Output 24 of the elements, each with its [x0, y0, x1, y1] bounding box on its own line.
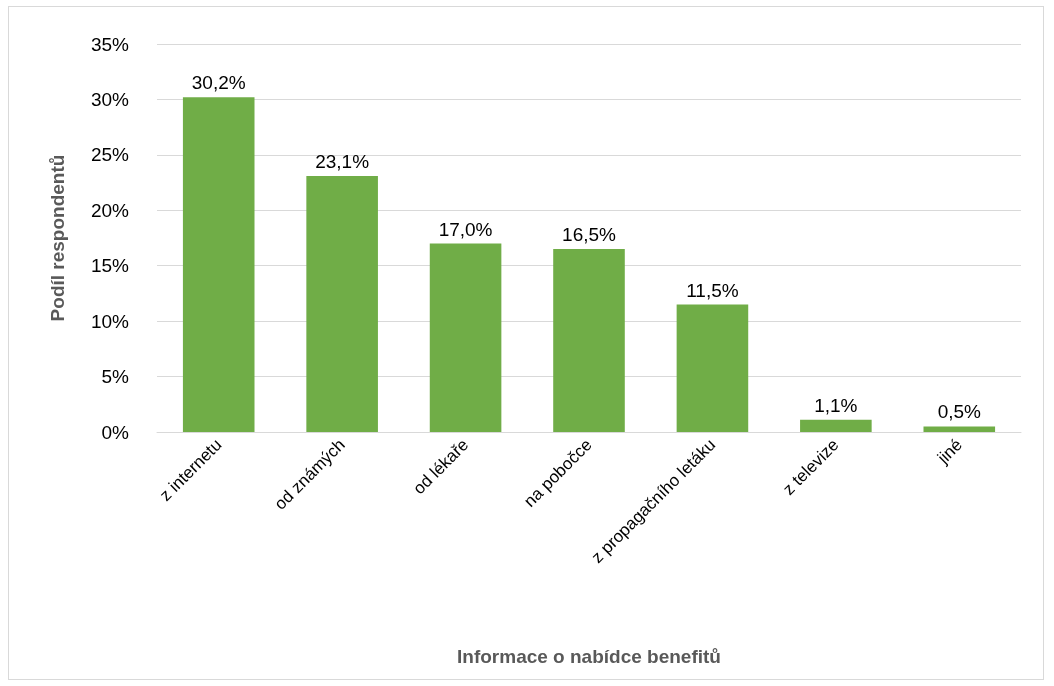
bar [306, 175, 378, 432]
y-tick-label: 25% [90, 144, 130, 166]
y-tick-label: 20% [90, 199, 130, 221]
data-label: 30,2% [191, 72, 246, 94]
y-tick-label: 30% [90, 88, 130, 110]
data-label: 16,5% [562, 224, 617, 246]
data-label: 23,1% [315, 150, 370, 172]
bar [676, 304, 749, 432]
y-tick-label: 0% [101, 421, 130, 443]
y-tick-label: 35% [90, 33, 130, 55]
y-tick-label: 10% [90, 310, 130, 332]
bar [800, 419, 872, 432]
data-label: 0,5% [937, 401, 982, 423]
x-axis-title: Informace o nabídce benefitů [457, 646, 721, 667]
bar [182, 97, 255, 432]
bar [553, 249, 625, 432]
data-label: 17,0% [438, 218, 493, 240]
y-tick-label: 15% [90, 255, 130, 277]
y-axis-title: Podíl respondentů [47, 154, 68, 322]
data-label: 1,1% [814, 394, 858, 416]
bar [429, 243, 502, 432]
y-tick-label: 5% [101, 366, 130, 388]
data-label: 11,5% [686, 279, 739, 301]
bar [923, 426, 996, 432]
